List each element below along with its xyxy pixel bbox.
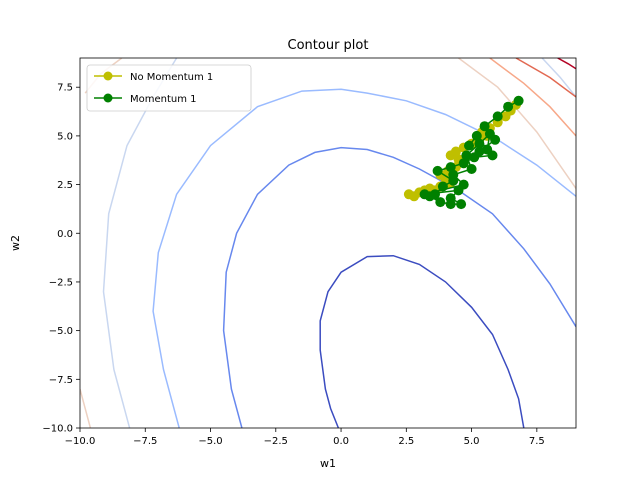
- x-tick-label: 7.5: [529, 436, 545, 447]
- contour-line: [319, 254, 525, 428]
- y-tick-label: 5.0: [57, 131, 73, 142]
- data-point: [435, 197, 446, 208]
- contour-line: [80, 388, 92, 428]
- data-point: [469, 152, 480, 163]
- legend-marker-no-momentum: [103, 71, 113, 81]
- plot-frame: [79, 57, 577, 429]
- data-point: [419, 189, 430, 200]
- legend-box: [86, 64, 252, 112]
- x-tick-label: 0.0: [333, 436, 349, 447]
- y-axis-label: w2: [9, 235, 22, 251]
- x-tick-label: 5.0: [464, 436, 480, 447]
- x-axis-label: w1: [320, 457, 336, 470]
- contour-line: [102, 58, 178, 428]
- data-point: [484, 128, 495, 139]
- legend: No Momentum 1 Momentum 1: [86, 64, 252, 112]
- y-tick-label: −2.5: [49, 277, 73, 288]
- data-point: [464, 140, 474, 151]
- x-axis: −10.0 −7.5 −5.0 −2.5 0.0 2.5 5.0 7.5: [65, 428, 545, 447]
- contour-line: [489, 58, 576, 137]
- contour-line: [557, 58, 576, 70]
- data-point: [458, 158, 469, 169]
- x-tick-label: −2.5: [264, 436, 288, 447]
- x-tick-label: −7.5: [133, 436, 157, 447]
- y-tick-label: −5.0: [49, 326, 73, 337]
- data-point: [482, 144, 493, 155]
- contour-line: [515, 58, 576, 98]
- chart-title: Contour plot: [288, 38, 369, 53]
- y-tick-label: −10.0: [42, 424, 73, 435]
- x-tick-label: −5.0: [198, 436, 222, 447]
- legend-label-no-momentum: No Momentum 1: [130, 72, 213, 83]
- data-point: [456, 199, 467, 210]
- y-tick-label: 0.0: [57, 229, 73, 240]
- data-point: [513, 95, 524, 106]
- y-tick-label: −7.5: [49, 375, 73, 386]
- data-point: [466, 164, 477, 174]
- contour-line: [458, 58, 576, 189]
- y-axis: −10.0 −7.5 −5.0 −2.5 0.0 2.5 5.0 7.5: [42, 83, 80, 435]
- x-tick-label: −10.0: [65, 436, 96, 447]
- data-point: [437, 181, 448, 192]
- series-layer: [403, 95, 524, 210]
- data-point: [479, 121, 490, 132]
- data-point: [492, 111, 503, 122]
- data-point: [458, 179, 469, 190]
- legend-marker-momentum: [103, 93, 113, 103]
- data-point: [471, 130, 482, 141]
- data-point: [461, 150, 472, 161]
- data-point: [445, 162, 456, 173]
- data-point: [448, 169, 459, 180]
- legend-label-momentum: Momentum 1: [130, 94, 197, 105]
- data-point: [503, 101, 514, 112]
- contour-line: [222, 146, 576, 428]
- contour-line: [541, 58, 576, 98]
- x-tick-label: 2.5: [398, 436, 414, 447]
- data-point: [445, 193, 456, 204]
- y-tick-label: 2.5: [57, 180, 73, 191]
- data-point: [432, 165, 443, 176]
- data-point: [474, 138, 485, 149]
- y-tick-label: 7.5: [57, 83, 73, 94]
- data-point: [450, 146, 461, 157]
